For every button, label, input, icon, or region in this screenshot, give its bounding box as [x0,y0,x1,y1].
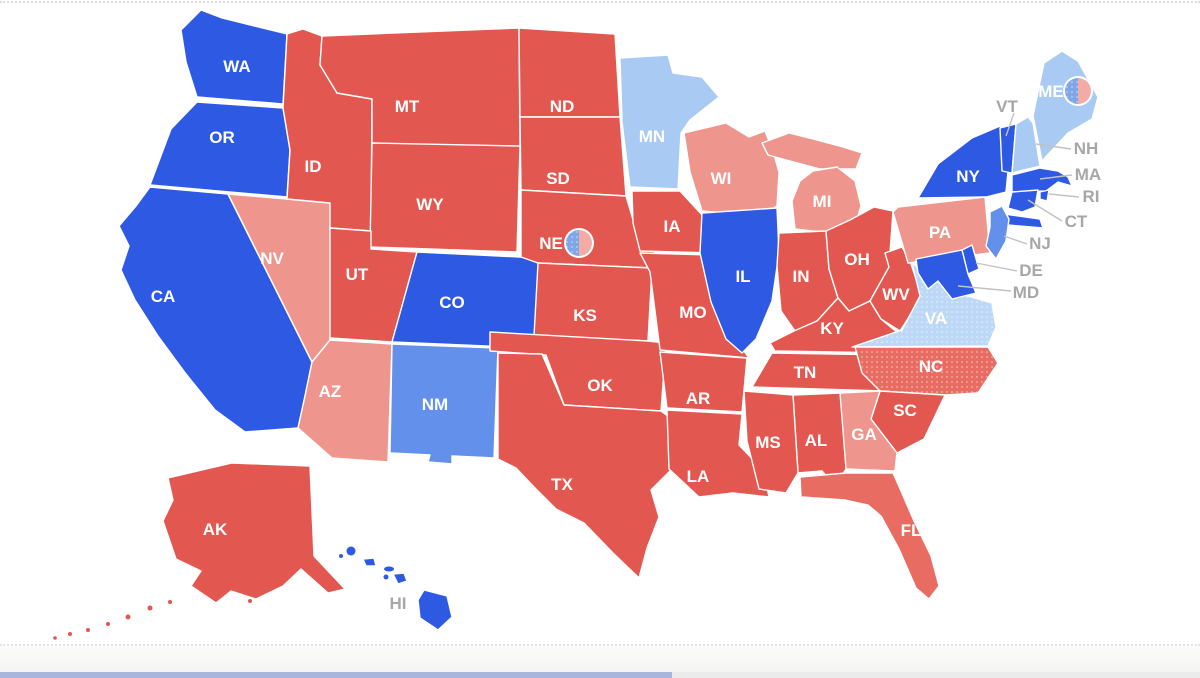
state-AZ[interactable] [297,339,393,463]
ne-split-vote-marker[interactable] [564,228,594,258]
us-map: WA OR CA NV ID MT WY UT CO AZ NM ND SD N… [53,9,1102,640]
state-AR[interactable] [659,351,748,413]
state-label-GA: GA [851,425,877,444]
state-WY[interactable] [369,142,521,253]
state-OR[interactable] [149,101,291,198]
state-label-MN: MN [639,127,665,146]
state-label-AL: AL [805,431,828,450]
state-label-TX: TX [551,475,573,494]
state-label-AZ: AZ [319,382,342,401]
de-leader-line [975,262,1018,272]
state-label-MI: MI [813,192,832,211]
me-split-vote-marker[interactable] [1063,76,1093,106]
state-label-NM: NM [422,395,448,414]
state-label-AK: AK [203,520,228,539]
top-dotted-border [0,1,1200,3]
state-AK[interactable] [162,462,346,604]
state-TX[interactable] [497,352,672,579]
ne-split-rep-half [579,230,592,256]
state-label-SC: SC [893,401,917,420]
state-label-CA: CA [151,287,176,306]
state-label-MT: MT [395,97,420,116]
state-label-OH: OH [844,250,870,269]
me-split-rep-half [1078,78,1091,104]
state-CT[interactable] [1007,189,1039,213]
footer-strip-blue [0,672,672,678]
nh-leader-line [1035,143,1072,150]
state-label-LA: LA [687,467,710,486]
state-NY-long-island[interactable] [1003,213,1044,229]
state-label-NE: NE [539,234,563,253]
vt-leader-line [1005,112,1015,137]
callout-labels: VT NH MA RI CT NJ DE MD HI [390,97,1102,613]
state-label-UT: UT [346,265,369,284]
state-label-WY: WY [416,195,444,214]
callout-label-MA: MA [1075,165,1101,184]
state-label-ID: ID [305,157,322,176]
callout-label-NJ: NJ [1029,234,1051,253]
state-label-FL: FL [901,521,922,540]
bottom-dotted-border [0,644,1200,646]
state-KS[interactable] [533,262,653,342]
state-MA[interactable] [1011,167,1073,193]
state-WI[interactable] [683,122,780,217]
ct-leader-line [1027,199,1063,222]
state-MI-upper-peninsula[interactable] [761,132,863,170]
state-label-NY: NY [956,167,980,186]
state-label-NC: NC [919,357,944,376]
state-label-MO: MO [679,303,706,322]
state-NM[interactable] [389,343,499,465]
ak-aleutian-islands [53,599,252,640]
state-labels: WA OR CA NV ID MT WY UT CO AZ NM ND SD N… [151,57,1064,540]
state-label-WA: WA [223,57,250,76]
state-label-IN: IN [793,267,810,286]
state-IL[interactable] [699,207,780,354]
callout-label-RI: RI [1083,187,1100,206]
state-label-PA: PA [929,223,951,242]
state-label-IA: IA [664,217,681,236]
ri-leader-line [1048,193,1080,198]
state-label-NV: NV [260,249,284,268]
callout-label-CT: CT [1065,212,1088,231]
md-leader-line [957,285,1012,292]
callout-label-HI: HI [390,594,407,613]
callout-label-DE: DE [1019,261,1043,280]
state-label-OK: OK [587,376,613,395]
footer-band [0,646,1200,672]
state-NJ[interactable] [985,205,1010,260]
state-label-WV: WV [882,285,910,304]
state-label-IL: IL [735,267,750,286]
state-HI[interactable] [339,546,453,631]
callout-label-NH: NH [1074,139,1099,158]
state-NY[interactable] [917,125,1011,199]
state-label-AR: AR [686,389,711,408]
state-label-KY: KY [820,319,844,338]
state-LA[interactable] [666,409,770,498]
callout-label-VT: VT [996,97,1018,116]
state-label-TN: TN [794,363,817,382]
state-RI[interactable] [1039,189,1050,202]
state-label-OR: OR [209,128,235,147]
callout-label-MD: MD [1013,283,1039,302]
state-label-MS: MS [755,433,781,452]
ma-leader-line [1039,174,1073,180]
state-label-SD: SD [546,169,570,188]
state-SD[interactable] [519,116,627,197]
state-label-ND: ND [550,97,575,116]
state-label-KS: KS [573,306,597,325]
state-label-WI: WI [711,169,732,188]
state-label-CO: CO [439,293,465,312]
state-label-ME: ME [1038,82,1064,101]
state-MS[interactable] [743,390,799,494]
state-label-VA: VA [925,309,947,328]
callout-leader-lines [957,112,1080,292]
state-MN[interactable] [619,54,720,190]
state-FL[interactable] [799,472,940,600]
nj-leader-line [1003,235,1028,245]
